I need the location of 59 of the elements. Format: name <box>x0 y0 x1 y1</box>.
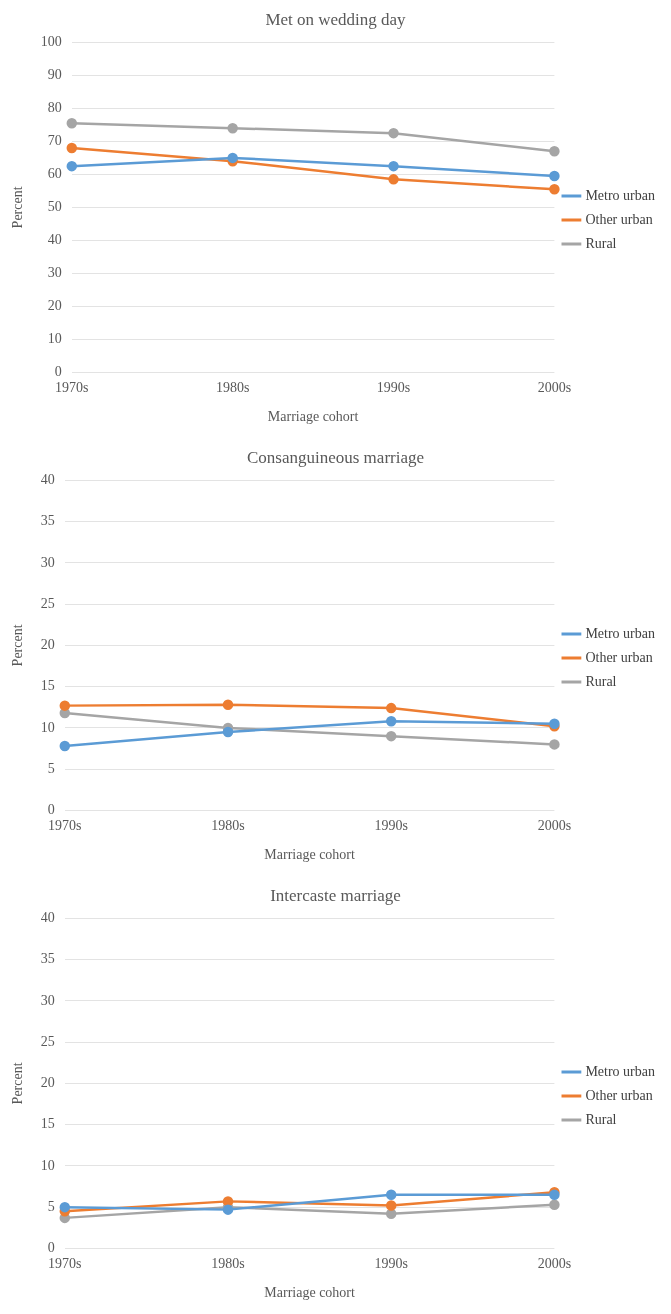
y-tick-label: 10 <box>40 1157 55 1173</box>
y-tick-label: 90 <box>47 67 62 83</box>
x-tick-label: 2000s <box>537 818 572 834</box>
x-tick-label: 1970s <box>55 380 89 396</box>
y-tick-label: 20 <box>40 1075 55 1091</box>
y-tick-label: 15 <box>40 1116 55 1132</box>
y-tick-label: 15 <box>40 678 55 694</box>
legend-label: Rural <box>585 1111 617 1127</box>
y-tick-label: 40 <box>47 232 62 248</box>
x-tick-label: 1970s <box>48 818 82 834</box>
y-tick-label: 50 <box>47 199 62 215</box>
y-tick-label: 10 <box>47 331 62 347</box>
legend-label: Metro urban <box>585 187 655 203</box>
y-tick-label: 35 <box>40 951 55 967</box>
legend-label: Metro urban <box>585 625 655 641</box>
y-tick-label: 5 <box>47 760 55 776</box>
legend-label: Other urban <box>585 211 653 227</box>
x-axis-title: Marriage cohort <box>264 847 355 863</box>
y-axis-title: Percent <box>10 624 26 667</box>
y-tick-label: 70 <box>47 133 62 149</box>
chart-title: Intercaste marriage <box>270 885 401 905</box>
y-axis-title: Percent <box>10 1062 26 1105</box>
x-axis-title: Marriage cohort <box>264 1285 355 1301</box>
x-tick-label: 2000s <box>537 380 572 396</box>
y-tick-label: 30 <box>47 265 62 281</box>
y-tick-label: 80 <box>47 100 62 116</box>
x-tick-label: 1980s <box>211 1256 245 1272</box>
y-tick-label: 0 <box>47 802 55 818</box>
x-tick-label: 1980s <box>211 818 245 834</box>
y-tick-label: 30 <box>40 554 55 570</box>
y-axis-title: Percent <box>10 186 26 229</box>
y-tick-label: 60 <box>47 166 62 182</box>
legend-label: Rural <box>585 673 617 689</box>
legend-label: Metro urban <box>585 1063 655 1079</box>
legend-label: Rural <box>585 235 617 251</box>
y-tick-label: 30 <box>40 992 55 1008</box>
x-tick-label: 1990s <box>374 818 408 834</box>
y-tick-label: 40 <box>40 472 55 488</box>
y-tick-label: 5 <box>47 1198 55 1214</box>
legend-label: Other urban <box>585 649 653 665</box>
x-tick-label: 2000s <box>537 1256 572 1272</box>
x-tick-label: 1990s <box>374 1256 408 1272</box>
y-tick-label: 25 <box>40 1033 55 1049</box>
legend-label: Other urban <box>585 1087 653 1103</box>
chart-title: Consanguineous marriage <box>246 447 425 467</box>
chart-title: Met on wedding day <box>265 9 407 29</box>
y-tick-label: 20 <box>47 298 62 314</box>
x-tick-label: 1980s <box>215 380 250 396</box>
y-tick-label: 25 <box>40 595 55 611</box>
x-tick-label: 1990s <box>376 380 411 396</box>
x-tick-label: 1970s <box>48 1256 82 1272</box>
x-axis-title: Marriage cohort <box>267 409 359 425</box>
y-tick-label: 100 <box>40 34 62 50</box>
y-tick-label: 40 <box>40 910 55 926</box>
y-tick-label: 10 <box>40 719 55 735</box>
y-tick-label: 35 <box>40 513 55 529</box>
y-tick-label: 0 <box>54 364 62 380</box>
y-tick-label: 20 <box>40 637 55 653</box>
y-tick-label: 0 <box>47 1240 55 1256</box>
